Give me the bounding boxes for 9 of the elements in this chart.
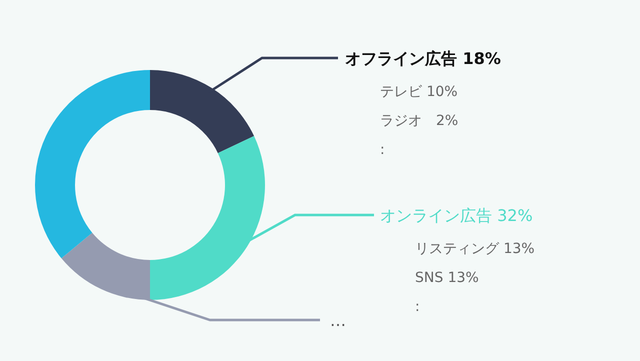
slice-label: オンライン広告 32% [380, 206, 533, 225]
text: : [380, 142, 385, 158]
text: リスティング 13% [415, 241, 535, 257]
slice-label: オフライン広告 18% [345, 49, 501, 68]
text: SNS 13% [415, 270, 479, 286]
slice-label: … [330, 311, 346, 330]
text: テレビ 10% [380, 84, 458, 100]
text: : [415, 299, 420, 315]
text: ラジオ 2% [380, 113, 458, 129]
